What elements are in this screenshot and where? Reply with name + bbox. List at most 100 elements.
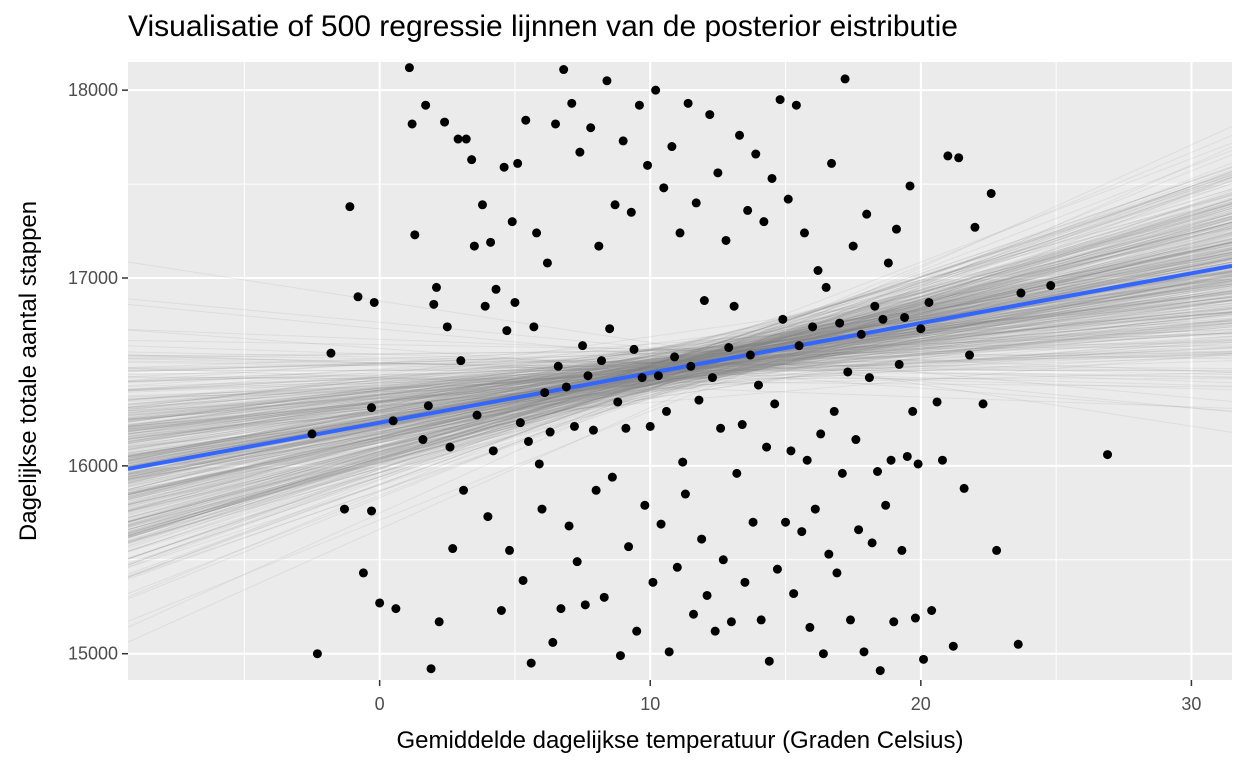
data-point [854,525,864,535]
posterior-line [128,377,1232,380]
posterior-line [128,330,1232,392]
posterior-line [128,172,1232,539]
posterior-line [128,248,1232,507]
data-point [634,100,644,110]
data-point [856,329,866,339]
posterior-line [128,322,1232,432]
posterior-line [128,179,1232,545]
posterior-line [128,259,1232,444]
y-axis-ticks: 15000 16000 17000 18000 [68,80,128,664]
data-point [919,654,929,664]
posterior-line [128,257,1232,450]
data-point [772,564,782,574]
posterior-line [128,346,1232,400]
posterior-line [128,315,1232,443]
posterior-line [128,226,1232,499]
posterior-line [128,290,1232,431]
posterior-line [128,278,1232,480]
posterior-line [128,224,1232,491]
posterior-line [128,299,1232,454]
posterior-line [128,320,1232,431]
posterior-line [128,261,1232,454]
posterior-line [128,207,1232,541]
posterior-line [128,311,1232,411]
posterior-line [128,206,1232,537]
posterior-line [128,328,1232,373]
posterior-line [128,353,1232,391]
data-point [664,647,674,657]
posterior-line [128,317,1232,410]
posterior-line [128,297,1232,419]
posterior-line [128,305,1232,414]
posterior-line [128,200,1232,491]
posterior-line [128,212,1232,518]
data-point [605,324,615,334]
posterior-line [128,309,1232,422]
posterior-line [128,338,1232,427]
data-point [610,200,620,210]
posterior-line [128,354,1232,372]
posterior-line [128,173,1232,539]
data-point [878,314,888,324]
posterior-line [128,203,1232,537]
posterior-line [128,249,1232,531]
posterior-line [128,311,1232,391]
data-point [905,181,915,191]
posterior-line [128,269,1232,482]
posterior-line [128,222,1232,530]
posterior-line [128,221,1232,534]
posterior-line [128,169,1232,553]
posterior-line [128,270,1232,500]
data-point [775,95,785,105]
data-point [486,237,496,247]
posterior-line [128,338,1232,382]
posterior-line [128,282,1232,438]
posterior-line [128,284,1232,476]
data-point [358,568,368,578]
data-point [345,202,355,212]
posterior-line [128,263,1232,428]
x-tick-label: 0 [375,694,385,714]
data-point [1016,288,1026,298]
data-point [567,98,577,108]
posterior-line [128,292,1232,425]
data-point [459,485,469,495]
posterior-line [128,323,1232,437]
data-point [467,155,477,165]
data-point [667,142,677,152]
posterior-line [128,341,1232,359]
posterior-line [128,207,1232,517]
posterior-line [128,240,1232,542]
posterior-line [128,283,1232,429]
posterior-line [128,222,1232,505]
posterior-line [128,229,1232,532]
posterior-line [128,237,1232,483]
data-point [369,297,379,307]
data-point [818,649,828,659]
data-point [762,442,772,452]
posterior-line [128,173,1232,577]
data-point [602,76,612,86]
posterior-line [128,241,1232,480]
posterior-line [128,189,1232,580]
posterior-line [128,290,1232,454]
data-point [553,361,563,371]
data-point [813,266,823,276]
posterior-line [128,304,1232,439]
posterior-line [128,299,1232,419]
posterior-line [128,267,1232,477]
data-point [794,341,804,351]
data-point [824,549,834,559]
posterior-line [128,304,1232,409]
data-point [778,314,788,324]
data-point [902,451,912,461]
data-point [632,626,642,636]
posterior-line [128,222,1232,498]
data-point [675,228,685,238]
data-point [496,605,506,615]
posterior-line [128,273,1232,457]
data-point [477,200,487,210]
posterior-line [128,299,1232,401]
posterior-line [128,225,1232,528]
posterior-line [128,282,1232,444]
